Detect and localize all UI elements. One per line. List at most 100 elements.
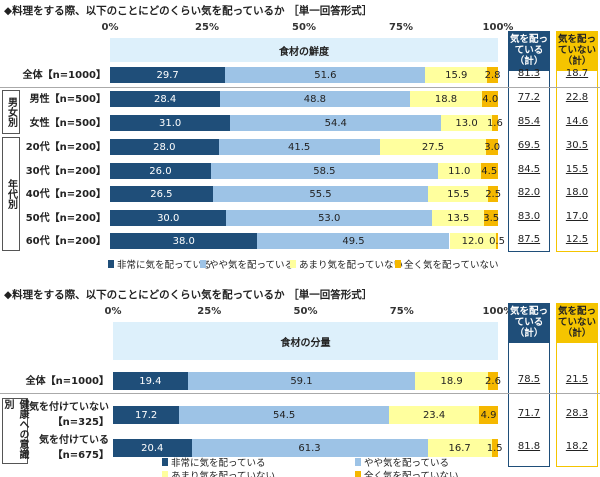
sum-yes-value: 81.8	[517, 441, 541, 452]
sum-no-value: 17.0	[565, 211, 589, 222]
sum-yes-header: 気を配っている（計）	[508, 31, 550, 71]
bar-segment-notmuch: 11.0	[437, 163, 481, 179]
sum-yes-value: 85.4	[517, 116, 541, 127]
bar-segment-very: 19.4	[113, 372, 188, 390]
sum-no-value: 12.5	[565, 234, 589, 245]
legend-swatch	[355, 471, 361, 477]
row-label: 30代【n=200】	[25, 166, 106, 177]
legend-swatch	[200, 260, 206, 268]
sum-no-value: 28.3	[565, 408, 589, 419]
sum-no-value: 30.5	[565, 140, 589, 151]
bar-segment-somewhat: 51.6	[225, 67, 426, 83]
bar-segment-notatall: 3.0	[484, 139, 500, 155]
bar-segment-notmuch: 23.4	[389, 406, 480, 424]
bar-segment-notatall: 4.5	[480, 163, 498, 179]
bar-segment-notatall: 1.6	[487, 115, 503, 131]
bar-segment-notmuch: 12.0	[449, 233, 497, 249]
row-label: 50代【n=200】	[25, 213, 106, 224]
bar-segment-notmuch: 16.7	[427, 439, 492, 457]
bar-segment-notatall: 4.9	[479, 406, 498, 424]
bar-segment-very: 26.0	[110, 163, 211, 179]
row-divider	[0, 87, 600, 88]
bar-segment-notatall: 2.6	[485, 372, 501, 390]
bar-segment-notatall: 3.5	[483, 210, 499, 226]
category-band-label: 食材の鮮度	[279, 47, 329, 58]
row-label: 60代【n=200】	[25, 236, 106, 247]
bar-segment-notmuch: 15.9	[425, 67, 488, 83]
bar-segment-somewhat: 58.5	[210, 163, 438, 179]
bar-segment-very: 28.0	[110, 139, 219, 155]
bar-segment-notmuch: 13.0	[441, 115, 492, 131]
axis-tick-label: 50%	[292, 22, 316, 33]
legend-label: 全く気を配っていない	[404, 260, 499, 271]
legend-item: 非常に気を配っている	[162, 455, 266, 469]
legend-item: 全く気を配っていない	[395, 257, 499, 271]
bar-segment-notatall: 2.5	[485, 186, 501, 202]
bar-segment-very: 30.0	[110, 210, 227, 226]
bar-segment-notatall: 1.5	[487, 439, 503, 457]
sum-yes-header: 気を配っている（計）	[508, 303, 550, 343]
row-label: 男性【n=500】	[29, 94, 106, 105]
sum-yes-value: 84.5	[517, 164, 541, 175]
axis-tick-label: 75%	[389, 22, 413, 33]
category-band	[113, 322, 498, 360]
bar-segment-somewhat: 49.5	[257, 233, 450, 249]
sum-no-value: 18.2	[565, 441, 589, 452]
sum-no-value: 14.6	[565, 116, 589, 127]
group-label: 男女別	[2, 90, 20, 134]
legend-label: あまり気を配っていない	[171, 471, 276, 477]
axis-tick-label: 100%	[482, 22, 514, 33]
row-label: 40代【n=200】	[25, 189, 106, 200]
bar-segment-notmuch: 18.9	[415, 372, 488, 390]
bar-segment-very: 28.4	[110, 91, 221, 107]
axis-tick-label: 50%	[293, 306, 318, 317]
sum-no-header: 気を配っていない（計）	[556, 31, 598, 71]
legend-swatch	[395, 260, 401, 268]
legend-swatch	[108, 260, 114, 268]
bar-segment-notatall: 2.8	[485, 67, 501, 83]
sum-yes-value: 81.3	[517, 68, 541, 79]
group-label: 健康への意識別	[2, 398, 28, 464]
bar-segment-notmuch: 15.5	[428, 186, 489, 202]
chart-title: ◆料理をする際、以下のことにどのくらい気を配っているか ［単一回答形式］	[4, 5, 373, 17]
category-band-label: 食材の分量	[280, 338, 331, 349]
bar-segment-very: 31.0	[110, 115, 231, 131]
bar-segment-somewhat: 54.5	[179, 406, 390, 424]
legend-swatch	[290, 260, 296, 268]
legend-item: あまり気を配っていない	[162, 468, 275, 477]
sum-no-header: 気を配っていない（計）	[556, 303, 598, 343]
bar-segment-very: 17.2	[113, 406, 180, 424]
sum-yes-value: 87.5	[517, 234, 541, 245]
bar-segment-somewhat: 61.3	[191, 439, 428, 457]
bar-segment-notmuch: 18.8	[409, 91, 483, 107]
sum-yes-value: 71.7	[517, 408, 541, 419]
legend-swatch	[162, 458, 168, 466]
axis-tick-label: 100%	[482, 306, 514, 317]
axis-tick-label: 0%	[104, 306, 122, 317]
group-label: 年代別	[2, 137, 20, 251]
axis-tick-label: 25%	[195, 22, 219, 33]
sum-yes-value: 69.5	[517, 140, 541, 151]
row-label: 20代【n=200】	[25, 142, 106, 153]
sum-no-value: 21.5	[565, 374, 589, 385]
legend-swatch	[355, 458, 361, 466]
bar-segment-somewhat: 41.5	[218, 139, 380, 155]
bar-segment-very: 29.7	[110, 67, 226, 83]
row-divider	[0, 393, 600, 394]
row-label: 女性【n=500】	[29, 118, 106, 129]
sum-no-value: 18.7	[565, 68, 589, 79]
legend-item: やや気を配っている	[355, 455, 449, 469]
bar-segment-somewhat: 54.4	[230, 115, 442, 131]
row-label: 全体【n=1000】	[22, 70, 106, 81]
bar-segment-very: 26.5	[110, 186, 213, 202]
legend-label: 全く気を配っていない	[364, 471, 459, 477]
sum-yes-value: 83.0	[517, 211, 541, 222]
category-band	[110, 38, 498, 62]
legend-label: 非常に気を配っている	[117, 260, 212, 271]
legend-item: あまり気を配っていない	[290, 257, 403, 271]
bar-segment-very: 20.4	[113, 439, 192, 457]
sum-no-value: 15.5	[565, 164, 589, 175]
sum-no-value: 18.0	[565, 187, 589, 198]
legend-swatch	[162, 471, 168, 477]
